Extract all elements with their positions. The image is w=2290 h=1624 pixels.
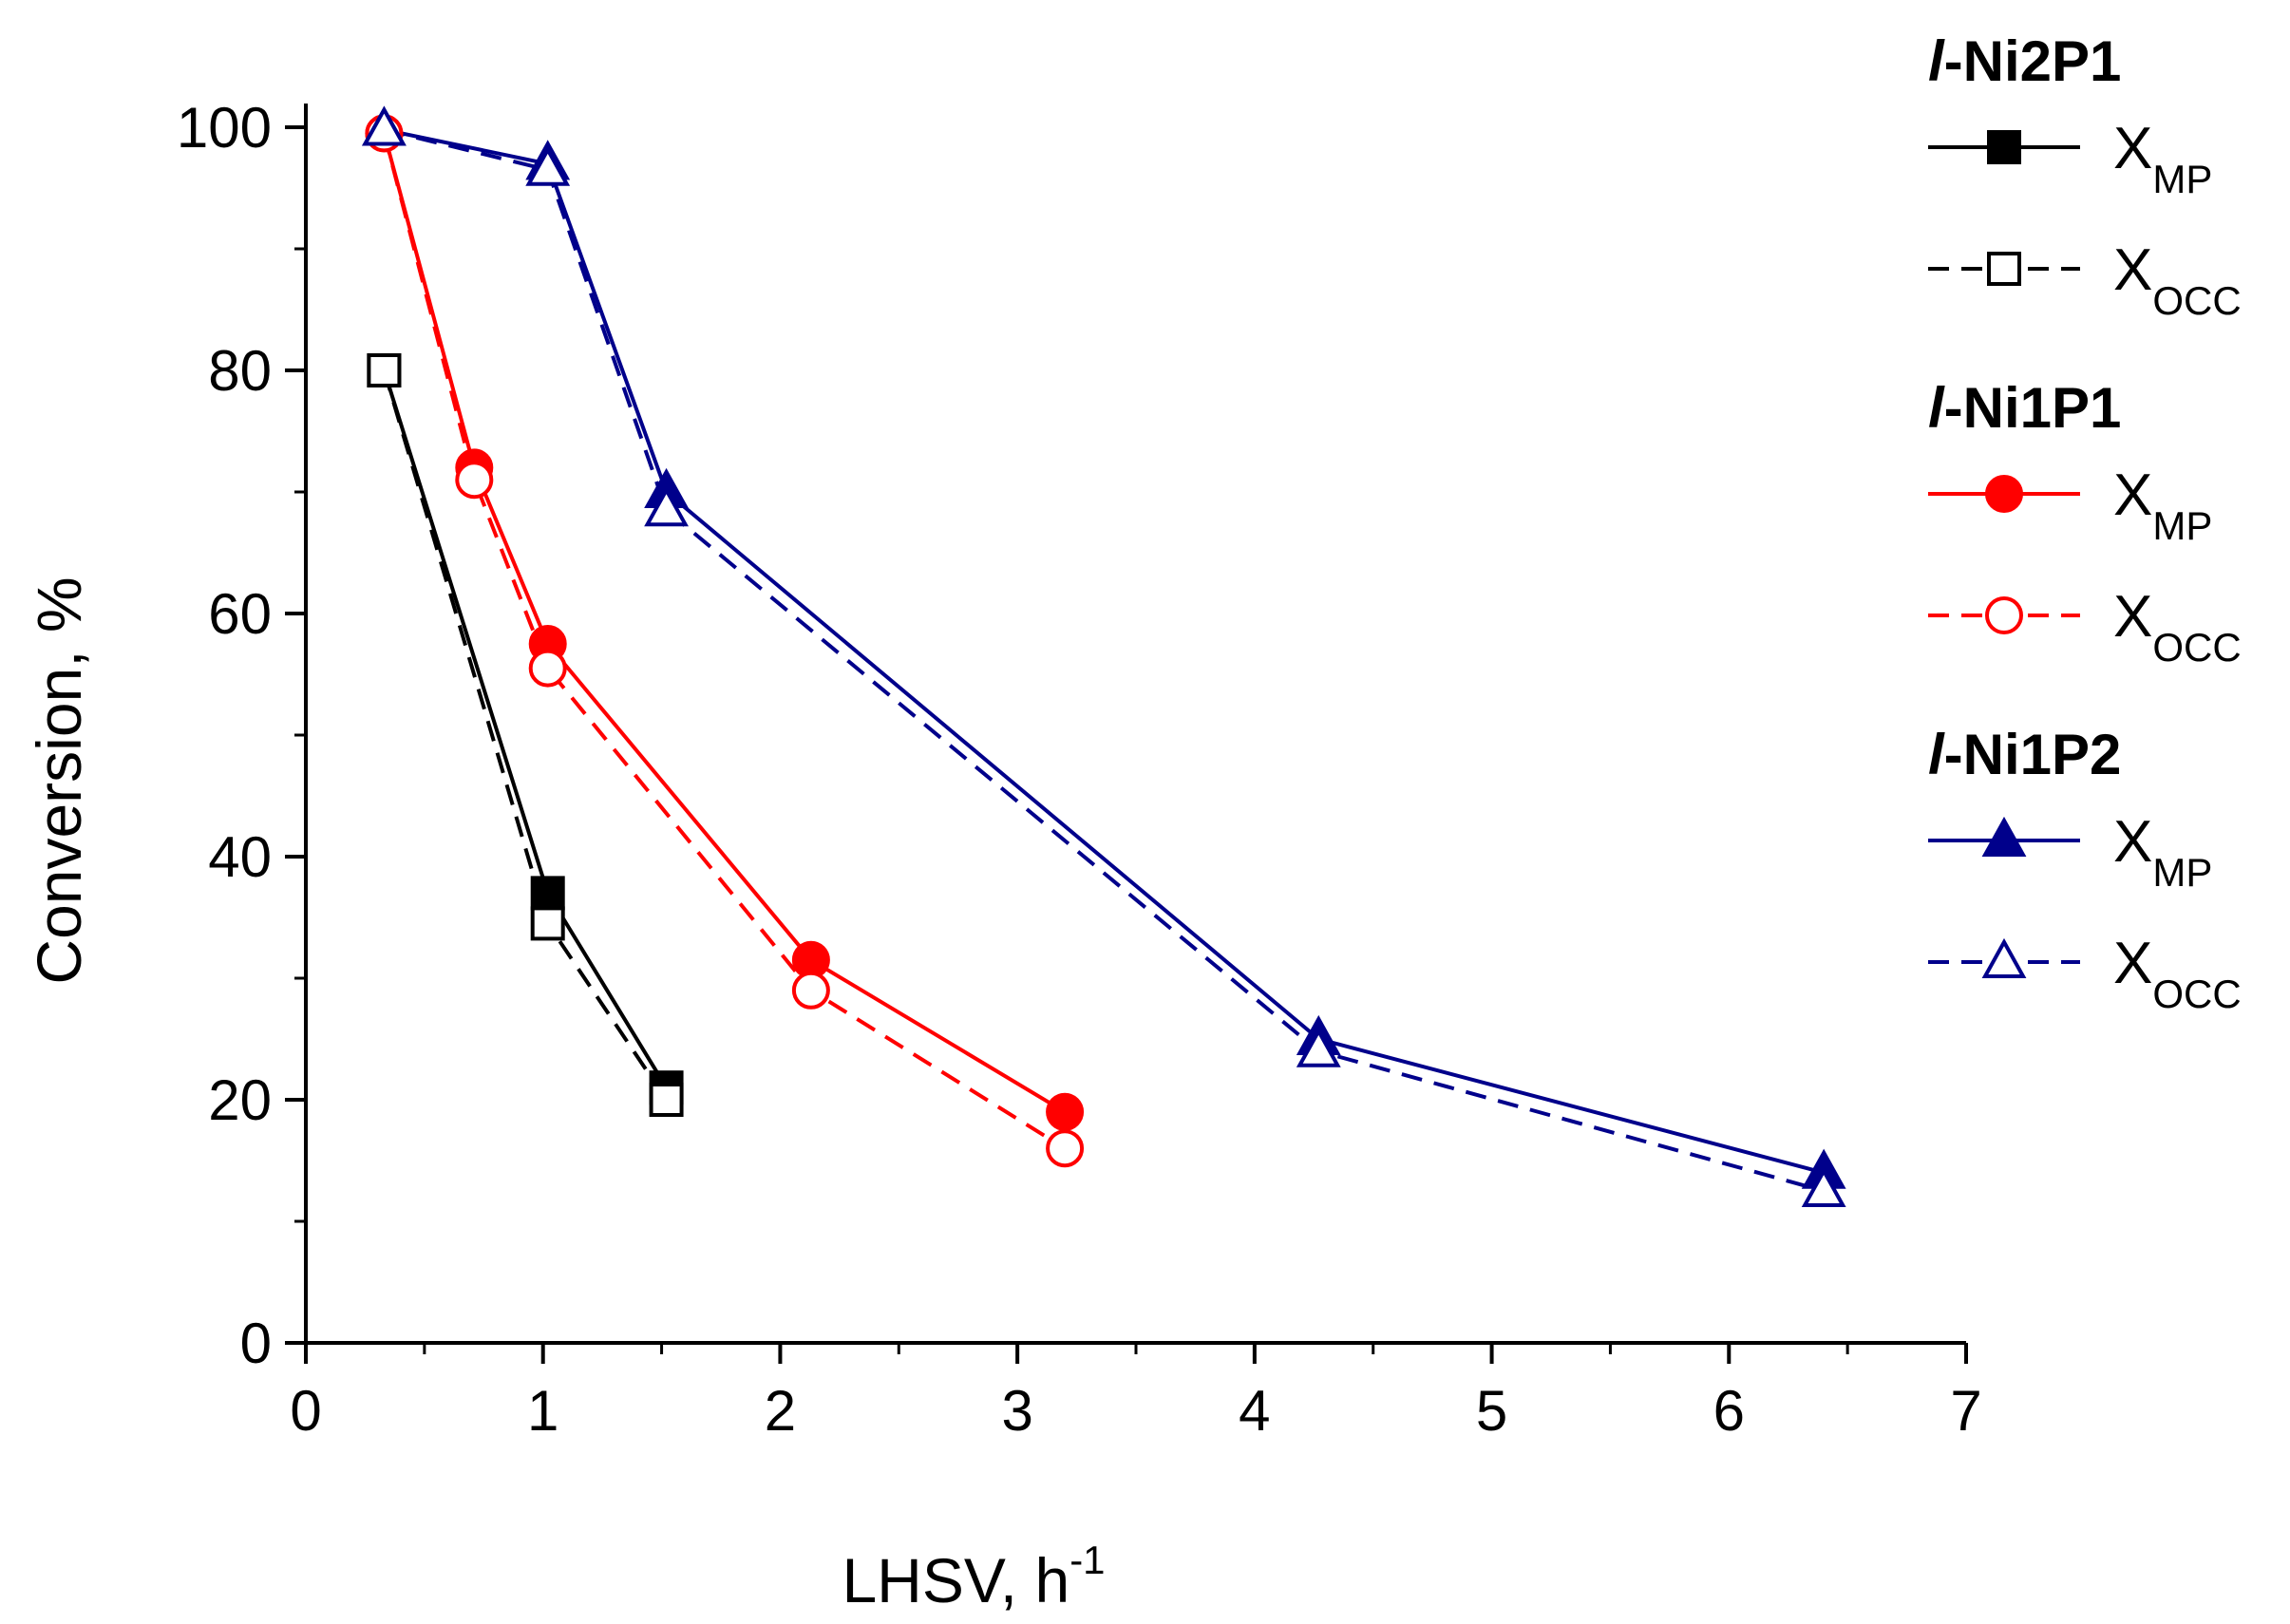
x-tick-label: 0	[290, 1379, 321, 1443]
data-point-square-filled	[530, 876, 565, 911]
y-tick-label: 0	[240, 1312, 272, 1375]
legend-entry-label: XMP	[2113, 116, 2212, 201]
data-point-triangle-open	[1296, 1027, 1341, 1067]
legend-marker	[1985, 596, 2023, 634]
data-point-circle-filled	[1046, 1092, 1085, 1131]
series-line-ni1p2-occ	[383, 127, 1825, 1193]
legend-group-title: l-Ni2P1	[1928, 29, 2121, 93]
data-point-square-open	[367, 353, 402, 387]
y-tick-label: 100	[177, 96, 272, 160]
x-tick-label: 1	[527, 1379, 558, 1443]
y-tick-label: 20	[208, 1068, 272, 1132]
x-tick-label: 3	[1001, 1379, 1032, 1443]
y-axis-title: Conversion, %	[24, 576, 94, 984]
legend-group-title: l-Ni1P1	[1928, 376, 2121, 440]
legend: l-Ni2P1 XMP XOCC l-Ni1P1 XMP XOCC l-Ni1P2 XMP XO…	[1928, 29, 2242, 1016]
legend-marker	[1981, 937, 2027, 978]
legend-entry-label: XMP	[2113, 809, 2212, 895]
data-point-circle-open	[455, 461, 494, 500]
data-point-circle-open	[528, 649, 567, 688]
data-point-circle-open	[791, 971, 830, 1010]
x-axis-title: LHSV, h-1	[842, 1538, 1105, 1615]
series-line-ni1p1-mp	[382, 132, 1067, 1114]
legend-marker	[1981, 816, 2027, 857]
x-tick-label: 7	[1950, 1379, 1981, 1443]
data-point-square-open	[649, 1083, 684, 1117]
legend-entry-label: XMP	[2113, 463, 2212, 548]
y-tick-label: 60	[208, 582, 272, 646]
axes: 0 1 2 3 4 5 6 7 0 20 40 60 80 100	[177, 96, 1982, 1443]
x-tick-label: 2	[765, 1379, 796, 1443]
legend-marker	[1987, 252, 2021, 286]
data-point-circle-open	[1046, 1129, 1085, 1168]
series-line-ni1p1-occ	[382, 132, 1067, 1150]
series-layer	[362, 105, 1846, 1207]
y-tick-label: 40	[208, 825, 272, 889]
legend-marker	[1987, 130, 2021, 164]
data-point-square-open	[530, 906, 565, 941]
x-tick-label: 4	[1239, 1379, 1270, 1443]
data-point-triangle-open	[525, 145, 571, 186]
legend-group-title: l-Ni1P2	[1928, 723, 2121, 786]
data-point-triangle-open	[644, 486, 689, 527]
legend-entry-label: XOCC	[2113, 584, 2242, 670]
series-line-ni1p2-mp	[383, 127, 1825, 1175]
legend-entry-label: XOCC	[2113, 237, 2242, 323]
x-tick-label: 6	[1713, 1379, 1745, 1443]
y-tick-label: 80	[208, 339, 272, 403]
series-line-ni2p1-mp	[382, 369, 669, 1089]
legend-entry-label: XOCC	[2113, 931, 2242, 1016]
data-point-triangle-open	[362, 105, 407, 146]
data-point-triangle-open	[1801, 1166, 1846, 1207]
x-tick-label: 5	[1476, 1379, 1507, 1443]
legend-marker	[1985, 475, 2023, 513]
